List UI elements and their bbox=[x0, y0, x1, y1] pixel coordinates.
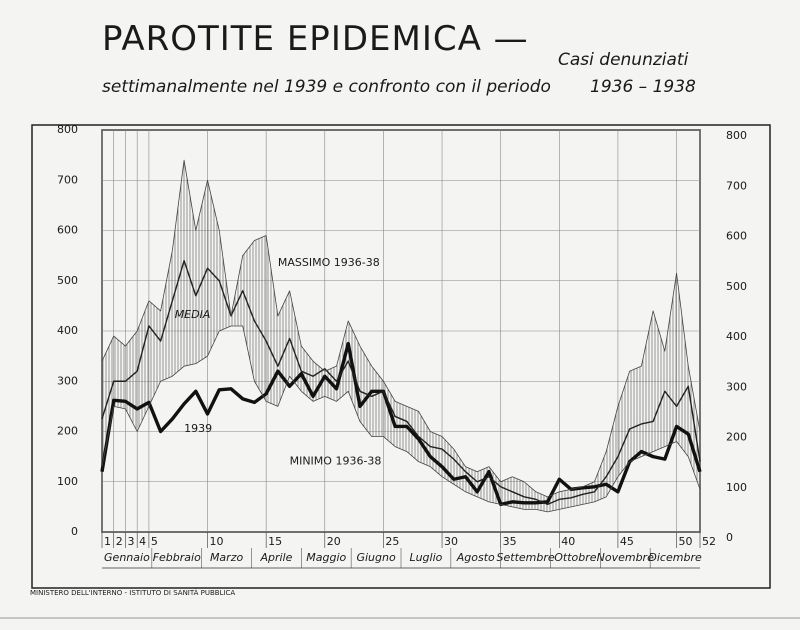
x-tick-label: 5 bbox=[151, 535, 158, 548]
y-tick-label: 700 bbox=[57, 173, 78, 186]
y2-tick-label: 0 bbox=[726, 531, 733, 544]
series-line bbox=[100, 341, 702, 507]
chart-subtitle: settimanalmente nel 1939 e confronto con… bbox=[102, 77, 551, 97]
y2-tick-label: 600 bbox=[726, 230, 747, 243]
y2-tick-label: 100 bbox=[726, 481, 747, 494]
frame bbox=[31, 124, 771, 589]
y2-tick-label: 300 bbox=[726, 380, 747, 393]
month-label: Novembre bbox=[597, 551, 654, 564]
month-label: Settembre bbox=[497, 551, 555, 564]
x-tick-label: 4 bbox=[139, 535, 146, 548]
x-tick-label: 50 bbox=[679, 535, 693, 548]
chart-title: PAROTITE EPIDEMICA — bbox=[102, 19, 529, 59]
series-line bbox=[101, 159, 701, 498]
x-tick-label: 1 bbox=[104, 535, 111, 548]
month-label: Agosto bbox=[456, 551, 495, 564]
x-tick-label: 40 bbox=[561, 535, 575, 548]
chart-subtitle: Casi denunziati bbox=[558, 50, 689, 70]
x-tick-label: 30 bbox=[444, 535, 458, 548]
month-label: Marzo bbox=[210, 551, 244, 564]
y2-tick-label: 500 bbox=[726, 280, 747, 293]
chart-subtitle: 1936 – 1938 bbox=[590, 77, 696, 97]
month-label: Ottobre bbox=[554, 551, 597, 564]
y-tick-label: 600 bbox=[57, 224, 78, 237]
y-tick-label: 200 bbox=[57, 425, 78, 438]
series-line bbox=[101, 259, 701, 506]
y-tick-label: 300 bbox=[57, 374, 78, 387]
series-line bbox=[101, 325, 701, 513]
series-label: 1939 bbox=[184, 422, 212, 435]
month-label: Dicembre bbox=[648, 551, 702, 564]
month-label: Aprile bbox=[259, 551, 292, 564]
month-label: Giugno bbox=[356, 551, 396, 564]
x-tick-label: 3 bbox=[127, 535, 134, 548]
month-label: Luglio bbox=[409, 551, 442, 564]
x-tick-label: 15 bbox=[268, 535, 282, 548]
x-tick-label: 10 bbox=[210, 535, 224, 548]
y-tick-label: 100 bbox=[57, 475, 78, 488]
y-tick-label: 500 bbox=[57, 274, 78, 287]
y2-tick-label: 800 bbox=[726, 129, 747, 142]
range-band bbox=[102, 160, 700, 512]
x-tick-label: 20 bbox=[327, 535, 341, 548]
series-label: MEDIA bbox=[175, 308, 211, 321]
y2-tick-label: 400 bbox=[726, 330, 747, 343]
y-tick-label: 800 bbox=[57, 123, 78, 136]
month-label: Febbraio bbox=[153, 551, 201, 564]
x-tick-label: 35 bbox=[503, 535, 517, 548]
y-tick-label: 400 bbox=[57, 324, 78, 337]
month-label: Gennaio bbox=[104, 551, 150, 564]
month-label: Maggio bbox=[306, 551, 346, 564]
series-label: MASSIMO 1936-38 bbox=[278, 256, 380, 269]
x-tick-label: 2 bbox=[116, 535, 123, 548]
y2-tick-label: 200 bbox=[726, 431, 747, 444]
y2-tick-label: 700 bbox=[726, 179, 747, 192]
source-note: MINISTERO DELL'INTERNO - ISTITUTO DI SAN… bbox=[30, 588, 235, 597]
x-tick-label: 25 bbox=[385, 535, 399, 548]
y-tick-label: 0 bbox=[71, 525, 78, 538]
x-tick-label: 45 bbox=[620, 535, 634, 548]
series-label: MINIMO 1936-38 bbox=[290, 455, 382, 468]
x-tick-label: 52 bbox=[702, 535, 716, 548]
